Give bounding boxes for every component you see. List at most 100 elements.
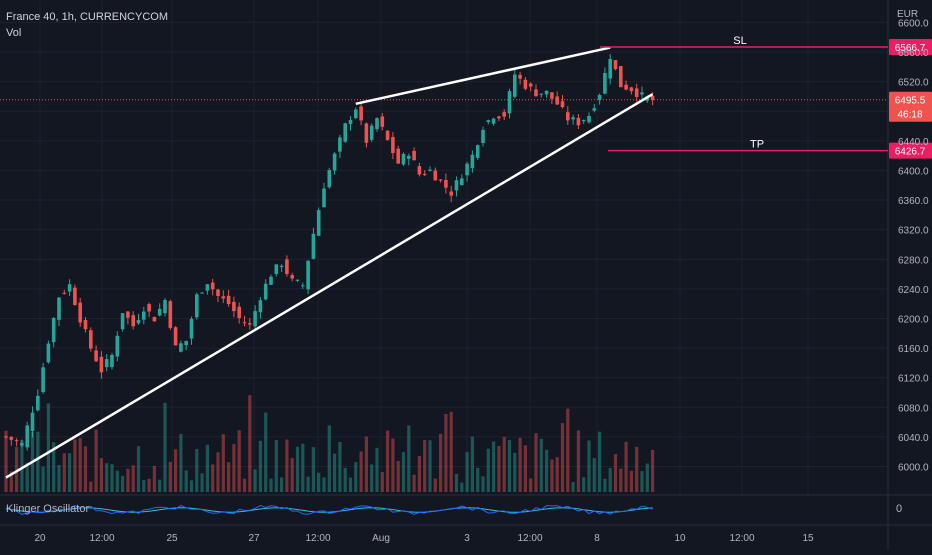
candle — [83, 317, 88, 333]
volume-bar — [613, 454, 618, 492]
candle — [629, 86, 634, 95]
candle — [523, 77, 528, 91]
candle-body — [30, 412, 35, 432]
candle-body — [147, 304, 151, 312]
candle — [163, 298, 167, 317]
volume-bar — [523, 445, 527, 492]
candle-body — [465, 163, 469, 176]
trendline — [5, 93, 654, 479]
candle-body — [14, 440, 19, 442]
klinger-line — [5, 504, 653, 515]
candle-body — [603, 73, 607, 94]
volume-bar — [603, 478, 607, 492]
candle-body — [412, 150, 416, 161]
candle — [497, 115, 501, 122]
volume-bar — [582, 477, 586, 492]
candle — [491, 117, 496, 126]
candle — [25, 421, 29, 451]
candle-body — [142, 311, 146, 320]
candle-body — [444, 180, 448, 188]
volume-bar — [25, 462, 29, 492]
candle-body — [216, 289, 220, 297]
candle — [147, 302, 151, 318]
candle — [258, 297, 263, 319]
volume-bar — [534, 433, 538, 492]
candle-body — [581, 119, 586, 122]
volume-bar — [301, 443, 305, 492]
volume-bar — [36, 431, 40, 492]
candle — [221, 290, 226, 304]
candle — [200, 292, 204, 294]
candle-body — [539, 93, 544, 95]
candle-body — [338, 137, 342, 152]
candle — [640, 86, 644, 99]
candles — [4, 53, 655, 451]
candle — [327, 167, 332, 189]
volume-bar — [322, 477, 326, 492]
candle — [391, 132, 395, 160]
candle-body — [613, 60, 618, 70]
price-tick-label: 6200.0 — [898, 314, 929, 325]
candle-body — [242, 322, 247, 324]
candle-body — [78, 302, 82, 323]
candle-body — [385, 130, 390, 140]
volume-bar — [566, 408, 570, 492]
grid-lines — [0, 0, 888, 495]
volume-bar — [121, 475, 125, 492]
candle — [9, 436, 14, 446]
candle — [465, 161, 469, 182]
volume-bar — [317, 472, 321, 492]
candle-body — [306, 260, 310, 290]
volume-bar — [497, 445, 501, 492]
candle — [41, 362, 45, 394]
candle-body — [173, 327, 178, 346]
volume-bar — [89, 481, 93, 492]
candle — [369, 123, 374, 143]
volume-bar — [195, 448, 199, 492]
candle — [560, 94, 565, 109]
price-tick-label: 6040.0 — [898, 433, 929, 444]
volume-bar — [9, 471, 13, 492]
time-axis: 20 12:00 25 27 12:00 Aug 3 12:00 8 10 12:00 15 — [34, 533, 814, 544]
price-tick-label: 6000.0 — [898, 462, 929, 473]
candle-body — [608, 58, 612, 79]
time-tick-label: 10 — [674, 533, 686, 544]
volume-bar — [476, 467, 480, 492]
candle — [290, 272, 294, 282]
price-tick-label: 6360.0 — [898, 196, 929, 207]
candle-body — [640, 92, 644, 95]
volume-bar — [110, 464, 114, 492]
candle — [507, 88, 512, 119]
volume-bar — [386, 430, 390, 492]
candle-body — [497, 116, 501, 119]
candle — [502, 109, 506, 121]
candle-body — [9, 436, 14, 440]
candle-body — [454, 180, 459, 191]
candle — [99, 351, 104, 379]
volume-bar — [539, 438, 543, 492]
candle — [364, 122, 369, 148]
candle-body — [587, 115, 591, 123]
candle-body — [157, 308, 162, 316]
candle — [603, 67, 607, 95]
candle — [126, 310, 130, 325]
volume-bar — [211, 464, 215, 492]
candle-body — [507, 91, 512, 114]
candle — [528, 82, 533, 92]
candle — [20, 439, 24, 448]
candle-body — [290, 275, 294, 279]
candle-body — [560, 101, 565, 108]
candle-body — [195, 294, 199, 318]
candle-body — [619, 66, 623, 88]
volume-bar — [545, 449, 549, 492]
price-tick-label: 6320.0 — [898, 226, 929, 237]
volume-bar — [449, 411, 453, 492]
candle-body — [566, 112, 570, 121]
candle — [36, 389, 40, 412]
candle-body — [210, 282, 215, 290]
candle — [481, 126, 485, 147]
volume-bar — [391, 438, 395, 492]
candle — [422, 170, 427, 177]
